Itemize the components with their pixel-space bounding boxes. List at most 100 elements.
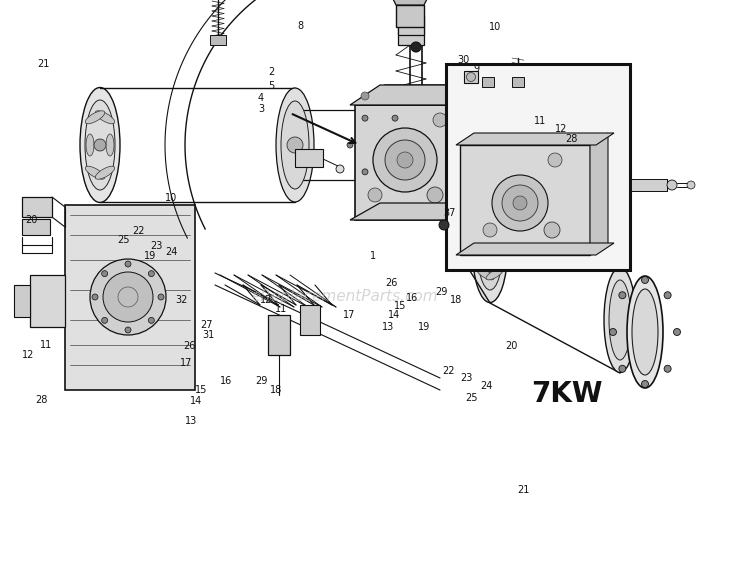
Bar — [631, 179, 667, 191]
Polygon shape — [268, 315, 290, 355]
Circle shape — [125, 327, 131, 333]
Text: 14: 14 — [388, 310, 400, 320]
Circle shape — [373, 128, 437, 192]
Circle shape — [456, 92, 464, 100]
Text: 27: 27 — [200, 320, 212, 330]
Circle shape — [148, 271, 154, 277]
Circle shape — [90, 259, 166, 335]
Circle shape — [102, 271, 108, 277]
Circle shape — [433, 113, 447, 127]
Circle shape — [148, 317, 154, 323]
Circle shape — [664, 292, 671, 299]
Text: eReplacementParts.com: eReplacementParts.com — [252, 289, 438, 304]
Polygon shape — [456, 243, 614, 255]
Bar — [22, 197, 52, 217]
Circle shape — [158, 294, 164, 300]
Text: 28: 28 — [35, 394, 47, 405]
Circle shape — [548, 153, 562, 167]
Bar — [464, 71, 478, 83]
Circle shape — [619, 365, 626, 372]
Text: 21: 21 — [518, 485, 530, 495]
Circle shape — [397, 152, 413, 168]
Circle shape — [667, 180, 677, 190]
Text: 28: 28 — [566, 134, 578, 144]
Text: 8: 8 — [297, 21, 303, 31]
Circle shape — [664, 365, 671, 372]
Bar — [446, 64, 630, 270]
Ellipse shape — [80, 87, 120, 202]
Circle shape — [407, 142, 413, 148]
Bar — [210, 35, 226, 45]
Ellipse shape — [472, 197, 508, 302]
Circle shape — [411, 42, 421, 52]
Bar — [22, 219, 50, 235]
Bar — [482, 77, 494, 87]
Circle shape — [641, 381, 649, 388]
Circle shape — [593, 121, 603, 131]
Text: 12: 12 — [22, 350, 34, 361]
Ellipse shape — [362, 110, 398, 180]
Polygon shape — [456, 133, 614, 145]
Text: 25: 25 — [465, 393, 477, 403]
Circle shape — [368, 188, 382, 202]
Circle shape — [608, 122, 616, 130]
Circle shape — [385, 140, 425, 180]
Bar — [560, 119, 595, 133]
Text: 9: 9 — [473, 64, 479, 74]
Circle shape — [103, 272, 153, 322]
Text: 37: 37 — [444, 208, 456, 218]
Ellipse shape — [477, 269, 494, 280]
Text: 14: 14 — [190, 396, 202, 407]
Text: 7KW: 7KW — [531, 380, 603, 408]
Text: 16: 16 — [406, 293, 418, 303]
Bar — [396, 5, 424, 27]
Text: 17: 17 — [343, 310, 355, 320]
Text: 5: 5 — [268, 81, 274, 91]
Text: 11: 11 — [534, 116, 546, 126]
Ellipse shape — [367, 118, 393, 172]
Circle shape — [485, 245, 495, 255]
Circle shape — [619, 292, 626, 299]
Polygon shape — [590, 133, 608, 255]
Text: 1: 1 — [370, 251, 376, 261]
Text: 29: 29 — [255, 375, 267, 386]
Polygon shape — [14, 285, 30, 317]
Ellipse shape — [478, 240, 484, 259]
Polygon shape — [65, 205, 195, 390]
Text: 22: 22 — [442, 366, 454, 376]
Circle shape — [392, 115, 398, 121]
Polygon shape — [392, 0, 428, 5]
Ellipse shape — [632, 289, 658, 375]
Ellipse shape — [477, 220, 494, 231]
Circle shape — [492, 175, 548, 231]
Circle shape — [361, 92, 369, 100]
Text: 20: 20 — [26, 214, 38, 225]
Text: 22: 22 — [133, 226, 145, 236]
Text: 25: 25 — [118, 235, 130, 246]
Text: 18: 18 — [450, 295, 462, 305]
Polygon shape — [350, 85, 500, 105]
Bar — [398, 15, 424, 35]
Ellipse shape — [85, 100, 115, 190]
Ellipse shape — [478, 210, 502, 290]
Circle shape — [687, 181, 695, 189]
Circle shape — [513, 196, 527, 210]
Polygon shape — [460, 145, 590, 255]
Bar — [512, 77, 524, 87]
Circle shape — [427, 187, 443, 203]
Circle shape — [641, 277, 649, 283]
Circle shape — [392, 169, 398, 175]
Text: 23: 23 — [150, 241, 162, 251]
Circle shape — [347, 142, 353, 148]
Text: 19: 19 — [418, 321, 430, 332]
Circle shape — [287, 137, 303, 153]
Text: 30: 30 — [458, 55, 470, 66]
Ellipse shape — [95, 111, 115, 124]
Ellipse shape — [486, 220, 503, 231]
Ellipse shape — [86, 111, 105, 124]
Text: 13: 13 — [382, 321, 394, 332]
Ellipse shape — [86, 134, 94, 156]
Circle shape — [544, 222, 560, 238]
Polygon shape — [300, 305, 320, 335]
Text: 4: 4 — [258, 93, 264, 103]
